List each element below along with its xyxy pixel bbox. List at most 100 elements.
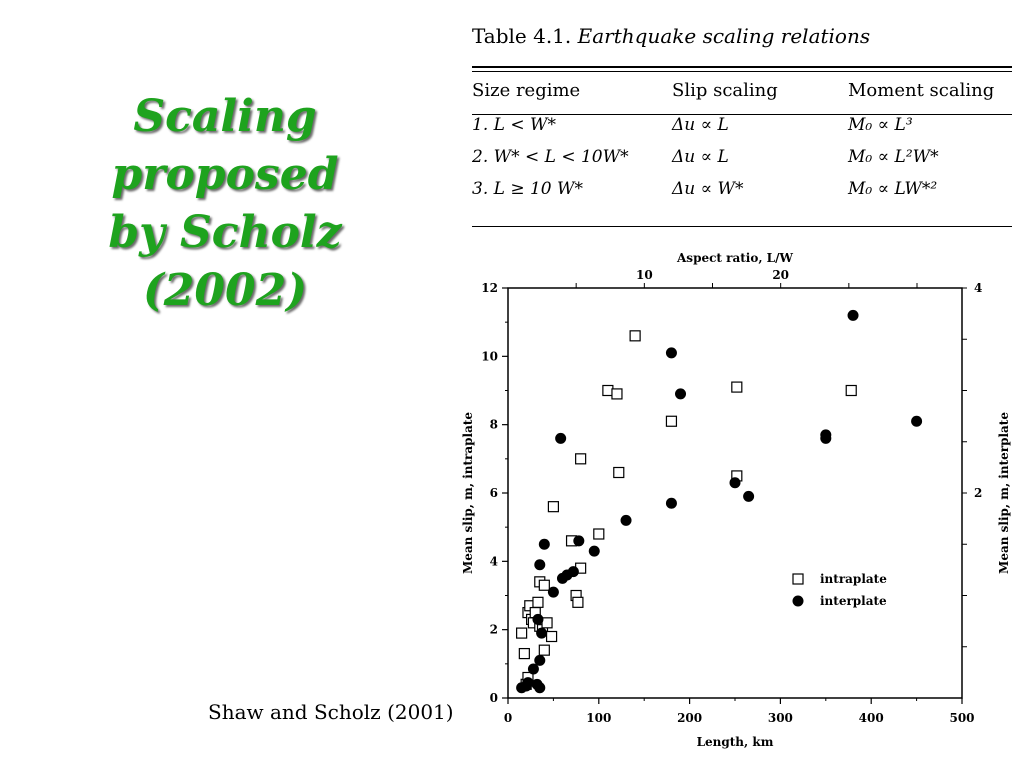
data-point-interplate xyxy=(534,682,546,694)
row-3-moment: M₀ ∝ LW*² xyxy=(848,179,938,199)
row-1-moment: M₀ ∝ L³ xyxy=(848,115,913,135)
y-axis-label: Mean slip, m, intraplate xyxy=(461,412,475,574)
data-point-interplate xyxy=(534,654,546,666)
credit-text: Shaw and Scholz (2001) xyxy=(208,700,454,724)
table-caption-text: Earthquake scaling relations xyxy=(577,24,871,48)
y-tick-label: 8 xyxy=(490,418,498,432)
table-caption: Table 4.1. Earthquake scaling relations xyxy=(472,24,870,48)
row-2-moment: M₀ ∝ L²W* xyxy=(848,147,939,167)
table-top-rule-thin xyxy=(472,71,1012,72)
table-row: 2. W* < L < 10W* Δu ∝ L M₀ ∝ L²W* xyxy=(472,141,1012,173)
data-point-intraplate xyxy=(572,596,584,608)
x-axis-label: Length, km xyxy=(697,735,774,749)
y2-axis-label: Mean slip, m, interplate xyxy=(997,412,1011,574)
data-point-interplate xyxy=(743,490,755,502)
plot-border xyxy=(507,287,963,699)
row-2-slip: Δu ∝ L xyxy=(672,147,729,167)
series-interplate xyxy=(516,309,923,694)
x-tick-label: 200 xyxy=(677,711,702,725)
plot-frame xyxy=(507,287,963,699)
data-point-intraplate xyxy=(731,381,743,393)
x-tick-label: 100 xyxy=(586,711,611,725)
data-point-interplate xyxy=(567,566,579,578)
data-point-intraplate xyxy=(613,466,625,479)
data-point-intraplate xyxy=(532,596,544,608)
row-3-slip: Δu ∝ W* xyxy=(672,179,744,199)
x-tick-label: 400 xyxy=(859,711,884,725)
y-tick-label: 6 xyxy=(490,486,498,500)
header-slip-scaling: Slip scaling xyxy=(672,80,778,101)
data-point-interplate xyxy=(665,347,677,359)
slide-title-line1: Scaling proposed xyxy=(111,91,339,200)
y2-tick-label: 2 xyxy=(974,486,982,500)
y-tick-label: 0 xyxy=(490,691,498,705)
data-point-intraplate xyxy=(541,617,553,629)
data-point-interplate xyxy=(538,538,550,550)
legend-label-intraplate: intraplate xyxy=(820,572,887,586)
data-point-intraplate xyxy=(545,630,558,643)
data-point-interplate xyxy=(536,627,548,639)
data-point-interplate xyxy=(620,514,632,526)
data-point-interplate xyxy=(522,677,534,689)
table-header-rule xyxy=(472,114,1012,115)
data-point-interplate xyxy=(729,477,741,489)
top-tick-label: 20 xyxy=(772,268,789,282)
data-point-intraplate xyxy=(547,501,560,513)
data-point-interplate xyxy=(665,497,677,509)
header-size-regime: Size regime xyxy=(472,80,581,101)
legend-marker-intraplate xyxy=(792,573,804,585)
data-points xyxy=(516,309,923,694)
table-caption-number: Table 4.1. xyxy=(472,24,572,48)
slip-vs-length-scatter-chart: 0 100 200 300 400 500 0 2 4 6 8 10 12 2 4 10 20 intrapla… xyxy=(461,251,1011,749)
data-point-intraplate xyxy=(538,644,550,656)
table-row: 3. L ≥ 10 W* Δu ∝ W* M₀ ∝ LW*² xyxy=(472,173,1012,205)
data-point-intraplate xyxy=(518,647,530,660)
data-point-interplate xyxy=(534,559,546,571)
data-point-interplate xyxy=(675,388,687,400)
series-intraplate xyxy=(516,330,857,690)
legend: intraplate interplate xyxy=(792,572,887,608)
data-point-intraplate xyxy=(629,330,641,342)
data-point-intraplate xyxy=(516,627,528,639)
data-point-interplate xyxy=(573,535,585,547)
data-point-interplate xyxy=(527,663,539,675)
x-tick-label: 0 xyxy=(504,711,512,725)
y-tick-label: 10 xyxy=(481,349,498,363)
row-3-regime: 3. L ≥ 10 W* xyxy=(472,179,583,199)
data-point-intraplate xyxy=(611,388,623,400)
legend-marker-interplate xyxy=(792,595,804,607)
x-tick-label: 300 xyxy=(768,711,793,725)
scaling-table: Size regime Slip scaling Moment scaling … xyxy=(472,76,1012,205)
row-2-regime: 2. W* < L < 10W* xyxy=(472,147,629,167)
data-point-intraplate xyxy=(845,384,857,397)
data-point-interplate xyxy=(555,432,567,444)
y-tick-label: 12 xyxy=(481,281,498,295)
data-point-interplate xyxy=(847,309,859,321)
top-axis-label: Aspect ratio, L/W xyxy=(676,251,793,265)
axis-ticks: 0 100 200 300 400 500 0 2 4 6 8 10 12 2 4 10 20 xyxy=(481,268,982,725)
x-tick-label: 500 xyxy=(949,711,974,725)
data-point-intraplate xyxy=(575,453,587,465)
data-point-interplate xyxy=(911,415,923,427)
data-point-intraplate xyxy=(665,415,678,427)
data-point-intraplate xyxy=(538,579,550,591)
row-1-regime: 1. L < W* xyxy=(472,115,556,135)
header-moment-scaling: Moment scaling xyxy=(848,80,995,101)
table-row: 1. L < W* Δu ∝ L M₀ ∝ L³ xyxy=(472,109,1012,141)
data-point-interplate xyxy=(532,613,544,625)
table-top-rule xyxy=(472,66,1012,68)
table-bottom-rule xyxy=(472,226,1012,227)
data-point-intraplate xyxy=(593,528,605,540)
y2-tick-label: 4 xyxy=(974,281,982,295)
slide-title: Scaling proposed by Scholz (2002) xyxy=(40,88,410,320)
data-point-interplate xyxy=(547,586,559,598)
table-header-row: Size regime Slip scaling Moment scaling xyxy=(472,76,1012,109)
slide-title-line2: by Scholz (2002) xyxy=(108,207,342,316)
data-point-interplate xyxy=(820,429,832,441)
legend-label-interplate: interplate xyxy=(820,594,887,608)
top-tick-label: 10 xyxy=(636,268,653,282)
y-tick-label: 2 xyxy=(490,623,498,637)
data-point-interplate xyxy=(588,545,600,557)
y-tick-label: 4 xyxy=(490,554,498,568)
row-1-slip: Δu ∝ L xyxy=(672,115,729,135)
